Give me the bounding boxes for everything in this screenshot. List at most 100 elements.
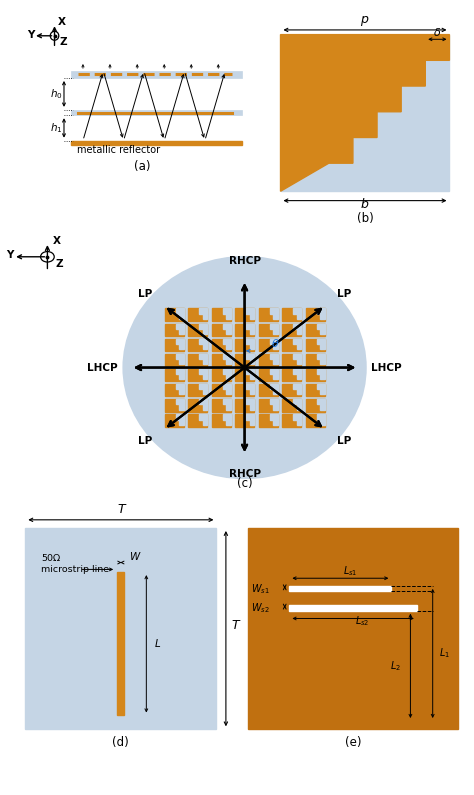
Bar <box>273 390 278 394</box>
Bar <box>235 369 254 382</box>
Text: W: W <box>130 552 141 562</box>
Bar <box>203 313 207 319</box>
Bar <box>293 414 301 420</box>
Bar <box>226 374 230 379</box>
Bar <box>235 354 254 366</box>
Bar <box>270 339 278 344</box>
Text: $h_1$: $h_1$ <box>50 121 62 135</box>
Bar <box>297 313 301 319</box>
Bar <box>179 405 183 409</box>
Bar <box>235 324 254 335</box>
Bar <box>270 324 278 328</box>
Bar <box>250 313 254 319</box>
Bar <box>199 414 207 420</box>
Bar <box>223 339 230 344</box>
Text: metallic reflector: metallic reflector <box>77 145 160 154</box>
Bar <box>211 354 230 366</box>
Bar <box>226 328 230 334</box>
Bar <box>211 384 230 397</box>
Bar <box>164 414 183 427</box>
Bar <box>179 420 183 425</box>
Bar <box>188 354 207 366</box>
Bar <box>250 328 254 334</box>
Text: (b): (b) <box>356 211 374 225</box>
Bar <box>175 324 183 328</box>
Text: Y: Y <box>6 250 13 260</box>
Bar <box>211 324 230 335</box>
Bar <box>211 399 230 412</box>
Bar <box>223 369 230 374</box>
Bar <box>246 369 254 374</box>
Bar <box>179 328 183 334</box>
Bar <box>250 420 254 425</box>
Text: LHCP: LHCP <box>87 363 118 373</box>
Bar <box>179 313 183 319</box>
Bar <box>317 399 325 405</box>
Bar <box>259 414 278 427</box>
Bar <box>270 414 278 420</box>
Bar <box>248 528 458 729</box>
Bar <box>175 399 183 405</box>
Text: (d): (d) <box>112 735 129 749</box>
Bar <box>273 344 278 349</box>
Bar <box>246 324 254 328</box>
Bar <box>235 339 254 351</box>
Bar <box>211 308 230 320</box>
Text: Y: Y <box>27 29 35 40</box>
Bar <box>235 384 254 397</box>
Bar <box>246 414 254 420</box>
Bar <box>297 328 301 334</box>
Bar <box>320 313 325 319</box>
Bar <box>306 414 325 427</box>
Text: $h_0$: $h_0$ <box>50 87 63 101</box>
Bar <box>71 110 242 115</box>
Text: (e): (e) <box>345 735 361 749</box>
Bar <box>320 328 325 334</box>
Bar <box>235 308 254 320</box>
Bar <box>26 528 216 729</box>
Bar <box>199 354 207 359</box>
Bar <box>199 369 207 374</box>
Bar <box>203 420 207 425</box>
Text: Z: Z <box>56 259 64 269</box>
Bar <box>297 374 301 379</box>
Text: Z: Z <box>60 37 67 47</box>
Bar <box>211 339 230 351</box>
Bar <box>223 384 230 390</box>
Bar <box>164 339 183 351</box>
Bar <box>175 308 183 313</box>
Bar <box>273 405 278 409</box>
Bar <box>226 359 230 364</box>
Text: L: L <box>154 639 160 649</box>
Bar <box>250 374 254 379</box>
Text: $\delta$: $\delta$ <box>433 25 441 38</box>
Bar <box>320 420 325 425</box>
Bar <box>320 405 325 409</box>
Bar <box>259 369 278 382</box>
Bar <box>175 369 183 374</box>
Bar <box>235 399 254 412</box>
Bar <box>270 384 278 390</box>
Bar <box>164 324 183 335</box>
Text: RHCP: RHCP <box>228 469 261 479</box>
Bar <box>273 313 278 319</box>
Bar <box>226 420 230 425</box>
Bar <box>226 390 230 394</box>
Bar <box>164 399 183 412</box>
Bar <box>223 308 230 313</box>
Text: $L_1$: $L_1$ <box>439 646 450 661</box>
Bar <box>293 308 301 313</box>
Bar <box>270 369 278 374</box>
Bar <box>320 344 325 349</box>
Bar <box>306 399 325 412</box>
Bar <box>293 369 301 374</box>
Bar <box>188 339 207 351</box>
Bar <box>223 324 230 328</box>
Bar <box>235 414 254 427</box>
Bar <box>293 354 301 359</box>
Bar <box>175 339 183 344</box>
Bar <box>179 390 183 394</box>
Bar <box>223 354 230 359</box>
Bar <box>273 359 278 364</box>
Bar <box>293 384 301 390</box>
